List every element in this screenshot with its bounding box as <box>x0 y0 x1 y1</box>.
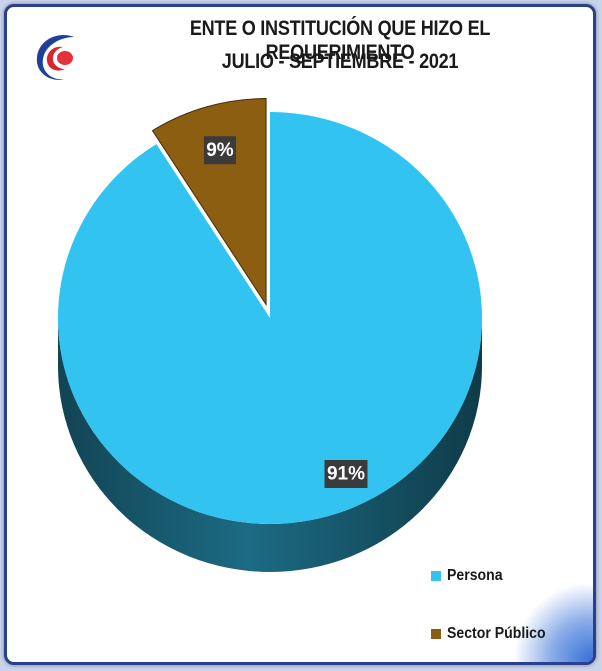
legend-item-persona: Persona <box>431 567 510 585</box>
data-label-persona: 91% <box>324 460 368 488</box>
pie-slice-sector-publico <box>151 98 267 307</box>
legend-label-sector-publico: Sector Público <box>447 625 546 642</box>
pie-slice-side-persona <box>58 318 482 572</box>
corner-decoration <box>513 582 593 662</box>
legend-label-persona: Persona <box>447 567 503 584</box>
chart-title: ENTE O INSTITUCIÓN QUE HIZO EL REQUERIMI… <box>189 17 491 64</box>
institution-logo-icon <box>36 35 74 80</box>
legend-swatch-sector-publico <box>431 629 441 639</box>
legend-item-sector-publico: Sector Público <box>431 625 559 643</box>
legend-swatch-persona <box>431 571 441 581</box>
data-label-sector-publico: 9% <box>203 136 236 165</box>
chart-subtitle: JULIO - SEPTIEMBRE - 2021 <box>221 50 459 73</box>
svg-text:9%: 9% <box>206 140 234 161</box>
pie-slice-persona <box>58 112 483 524</box>
chart-frame: ENTE O INSTITUCIÓN QUE HIZO EL REQUERIMI… <box>4 4 596 665</box>
svg-text:91%: 91% <box>327 464 365 485</box>
pie-chart: 91% 9% <box>58 98 483 572</box>
